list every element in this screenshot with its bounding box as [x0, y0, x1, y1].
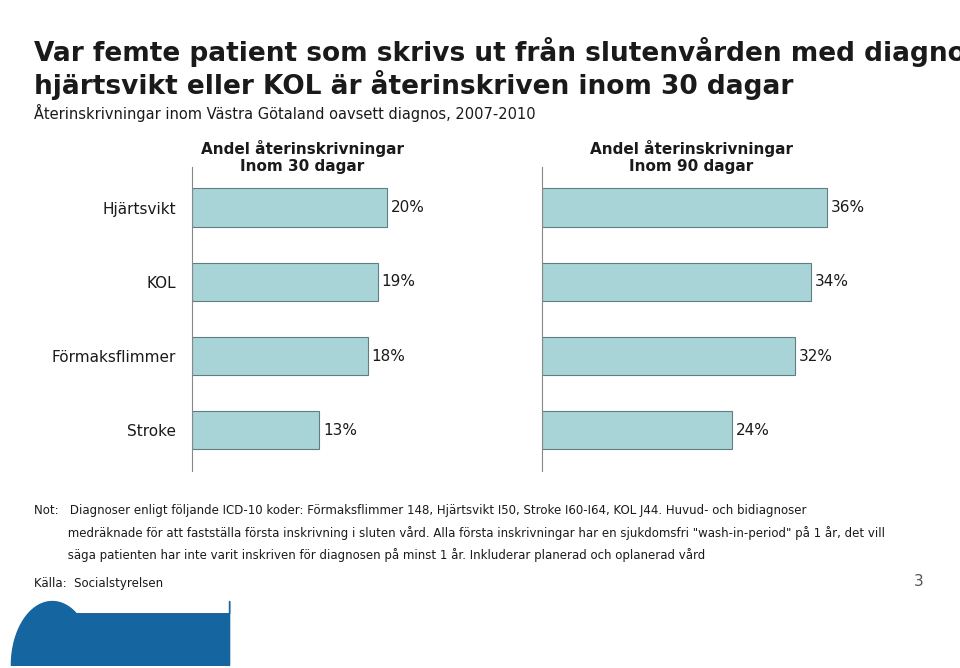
Text: 18%: 18%	[372, 349, 406, 363]
Text: Not:   Diagnoser enligt följande ICD-10 koder: Förmaksflimmer 148, Hjärtsvikt I5: Not: Diagnoser enligt följande ICD-10 ko…	[34, 504, 806, 517]
Text: 36%: 36%	[830, 200, 865, 215]
Text: 20%: 20%	[392, 200, 425, 215]
Bar	[192, 188, 388, 227]
Bar	[192, 411, 319, 450]
Text: 13%: 13%	[323, 423, 357, 438]
Text: medräknade för att fastställa första inskrivning i sluten vård. Alla första insk: medräknade för att fastställa första ins…	[34, 526, 884, 540]
Text: VÄSTRA
GÖTALANDSREGIONEN: VÄSTRA GÖTALANDSREGIONEN	[802, 611, 925, 635]
Text: ◈: ◈	[780, 613, 795, 632]
Text: 19%: 19%	[381, 275, 416, 289]
Text: 24%: 24%	[735, 423, 770, 438]
Text: Återinskrivningar inom Västra Götaland oavsett diagnos, 2007-2010: Återinskrivningar inom Västra Götaland o…	[34, 104, 536, 122]
Bar	[542, 411, 732, 450]
Text: Källa:  Socialstyrelsen: Källa: Socialstyrelsen	[34, 577, 163, 590]
Text: Var femte patient som skrivs ut från slutenvården med diagnosen: Var femte patient som skrivs ut från slu…	[34, 37, 960, 67]
Bar	[542, 337, 795, 375]
Bar	[542, 188, 827, 227]
Bar	[542, 263, 811, 301]
Text: Inom 90 dagar: Inom 90 dagar	[629, 159, 754, 174]
Text: 32%: 32%	[799, 349, 833, 363]
Text: Andel återinskrivningar: Andel återinskrivningar	[201, 140, 404, 157]
Text: Andel återinskrivningar: Andel återinskrivningar	[589, 140, 793, 157]
Bar	[192, 337, 368, 375]
Text: hjärtsvikt eller KOL är återinskriven inom 30 dagar: hjärtsvikt eller KOL är återinskriven in…	[34, 70, 793, 100]
Text: säga patienten har inte varit inskriven för diagnosen på minst 1 år. Inkluderar : säga patienten har inte varit inskriven …	[34, 548, 705, 562]
Text: 3: 3	[914, 574, 924, 589]
Bar	[192, 263, 377, 301]
Text: Inom 30 dagar: Inom 30 dagar	[240, 159, 365, 174]
Text: 34%: 34%	[815, 275, 849, 289]
